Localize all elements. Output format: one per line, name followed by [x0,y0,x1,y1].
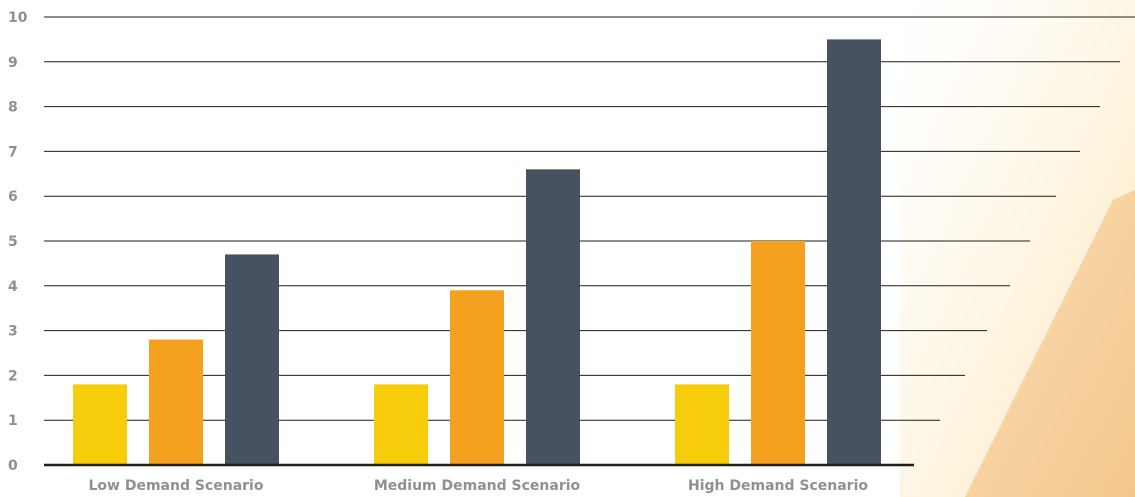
y-tick-label-4: 4 [8,279,18,295]
y-tick-label-0: 0 [8,458,18,474]
bar-1-1 [73,384,127,465]
y-tick-label-2: 2 [8,368,18,384]
bar-3-3 [827,39,881,466]
y-tick-label-9: 9 [8,55,18,71]
y-tick-label-7: 7 [8,144,18,160]
bar-2-3 [526,169,580,465]
bar-3-2 [751,241,805,465]
bar-3-1 [675,384,729,465]
background-pyramid [965,190,1135,497]
y-tick-label-6: 6 [8,189,18,205]
y-tick-label-5: 5 [8,234,18,250]
gridlines [44,16,1135,421]
y-tick-label-10: 10 [8,10,28,26]
category-label-2: Medium Demand Scenario [374,478,581,494]
category-label-1: Low Demand Scenario [89,478,264,494]
category-labels: Low Demand Scenario Medium Demand Scenari… [89,478,869,494]
y-tick-label-3: 3 [8,324,18,340]
category-label-3: High Demand Scenario [688,478,868,494]
y-tick-label-8: 8 [8,100,18,116]
y-tick-label-1: 1 [8,413,18,429]
y-tick-labels: 0 1 2 3 4 5 6 7 8 9 10 [8,10,28,474]
bar-1-2 [149,339,203,465]
bar-2-1 [374,384,428,465]
bar-2-2 [450,290,504,465]
bar-1-3 [225,254,279,465]
bars [73,39,881,466]
